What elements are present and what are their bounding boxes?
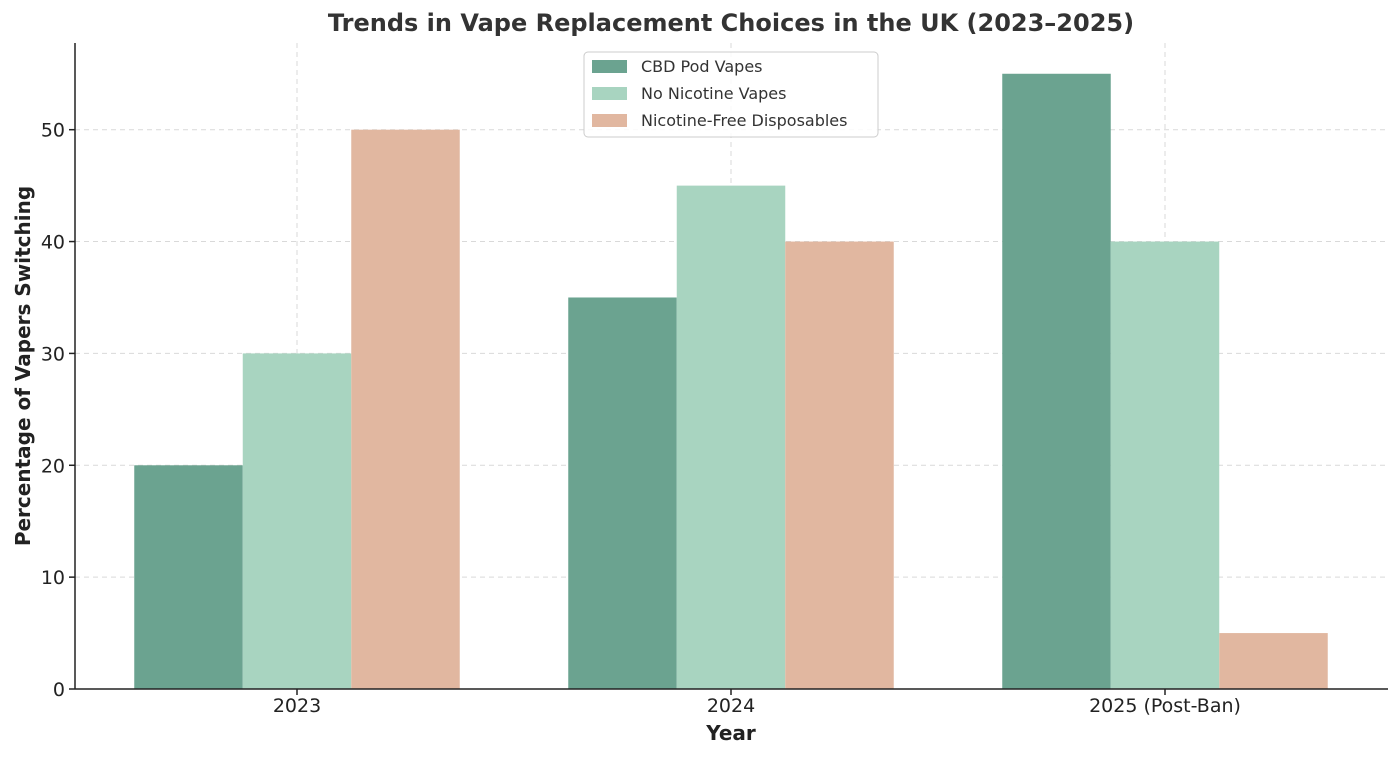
- legend-label: CBD Pod Vapes: [641, 57, 763, 76]
- y-tick-label: 20: [41, 455, 65, 477]
- y-tick-label: 30: [41, 343, 65, 365]
- legend-swatch: [592, 87, 627, 100]
- x-ticks: 2023 2024 2025 (Post-Ban): [273, 689, 1241, 717]
- bar-no-nicotine-vapes-0: [242, 353, 352, 689]
- bars: [134, 73, 1328, 690]
- bar-no-nicotine-vapes-1: [676, 185, 786, 689]
- y-ticks: 0 10 20 30 40 50: [41, 120, 75, 701]
- bar-cbd-pod-vapes-1: [568, 297, 677, 689]
- bar-cbd-pod-vapes-2: [1002, 73, 1111, 689]
- y-axis-label: Percentage of Vapers Switching: [11, 186, 35, 546]
- bar-nicotine-free-disposables-1: [785, 241, 894, 689]
- y-tick-label: 0: [53, 679, 65, 701]
- y-tick-label: 50: [41, 120, 65, 142]
- chart-title: Trends in Vape Replacement Choices in th…: [328, 9, 1134, 37]
- bar-cbd-pod-vapes-0: [134, 465, 243, 689]
- legend-swatch: [592, 114, 627, 127]
- bar-no-nicotine-vapes-2: [1110, 241, 1220, 689]
- bar-nicotine-free-disposables-2: [1219, 633, 1328, 689]
- x-tick-label: 2024: [707, 695, 755, 717]
- bar-nicotine-free-disposables-0: [351, 129, 460, 690]
- legend-label: Nicotine-Free Disposables: [641, 111, 847, 130]
- y-tick-label: 10: [41, 567, 65, 589]
- legend: CBD Pod Vapes No Nicotine Vapes Nicotine-F…: [583, 51, 879, 138]
- y-tick-label: 40: [41, 232, 65, 254]
- legend-swatch: [592, 60, 627, 73]
- x-tick-label: 2025 (Post-Ban): [1089, 695, 1241, 717]
- x-tick-label: 2023: [273, 695, 321, 717]
- legend-box: [583, 51, 879, 138]
- x-axis-label: Year: [705, 721, 756, 745]
- legend-label: No Nicotine Vapes: [641, 84, 786, 103]
